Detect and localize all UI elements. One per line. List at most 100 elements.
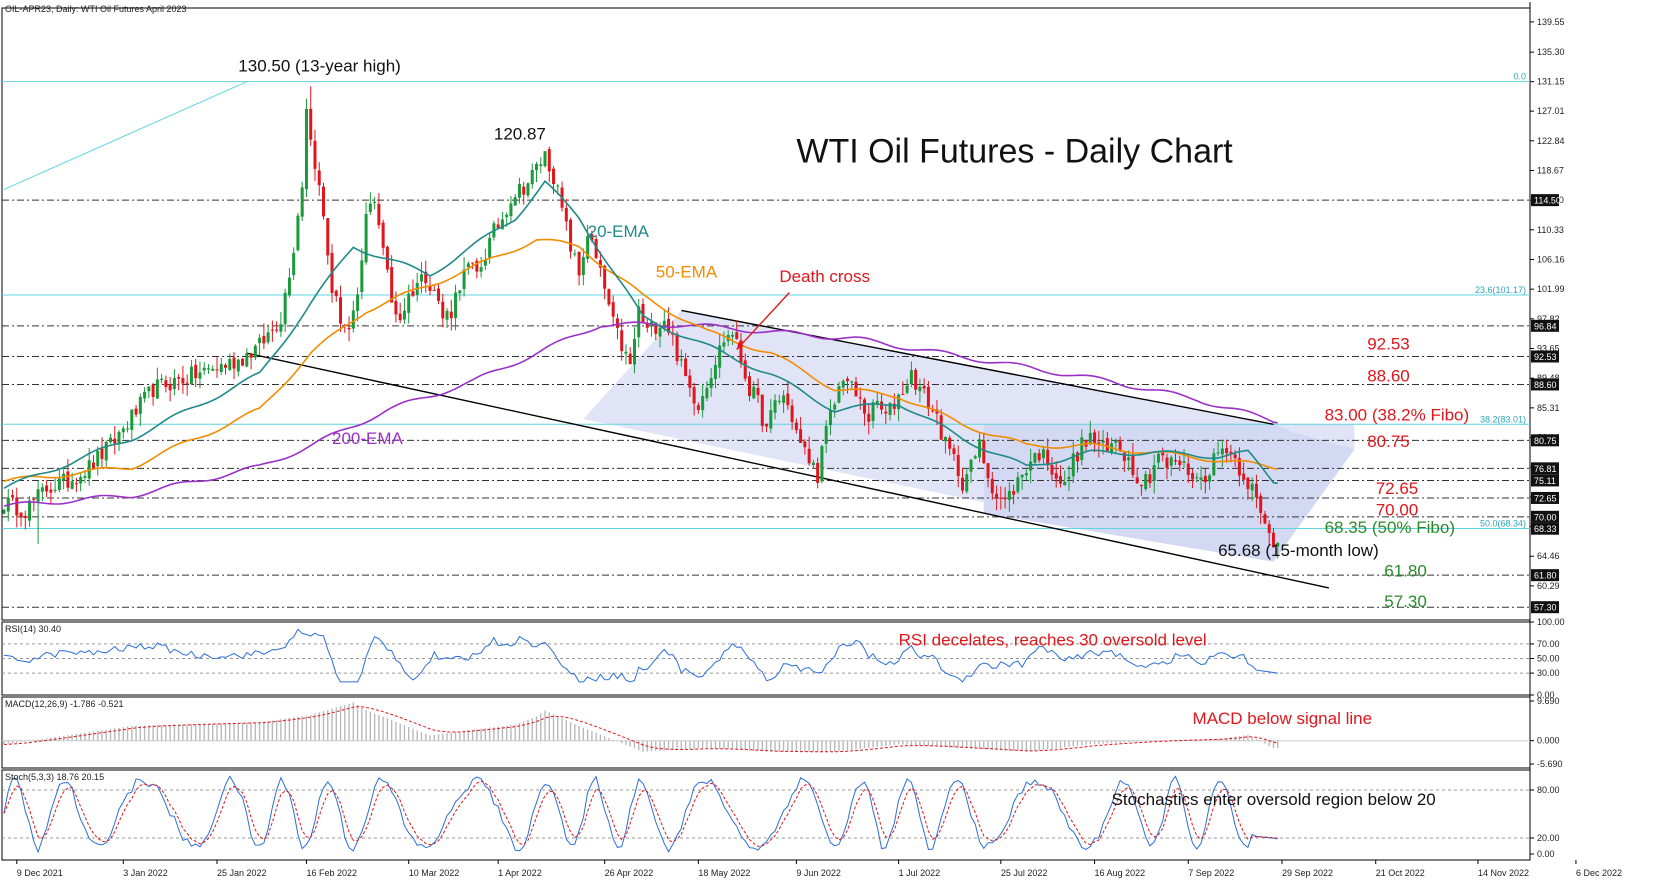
candle xyxy=(74,477,78,493)
candle xyxy=(1067,465,1071,492)
fibo-trend-line xyxy=(3,81,248,190)
candle xyxy=(748,371,751,402)
candle xyxy=(1182,449,1186,468)
price-tag-label: 80.75 xyxy=(1534,436,1557,446)
candle xyxy=(641,298,645,324)
chart-annotation: 200-EMA xyxy=(332,429,404,448)
candle xyxy=(547,146,551,183)
candle xyxy=(743,353,747,382)
candle xyxy=(155,367,159,400)
candle xyxy=(948,435,952,456)
price-tag-label: 72.65 xyxy=(1534,493,1557,503)
rsi-line xyxy=(3,628,1278,683)
x-axis-tick-label: 26 Apr 2022 xyxy=(605,868,654,878)
chart-annotation: 83.00 (38.2% Fibo) xyxy=(1325,406,1470,425)
candle xyxy=(57,470,61,493)
candle xyxy=(961,467,964,494)
candle xyxy=(11,489,15,502)
candle xyxy=(177,373,181,391)
candle xyxy=(522,181,526,205)
candle xyxy=(926,380,930,417)
channel-upper-line xyxy=(681,309,1274,425)
candle xyxy=(2,508,6,515)
candle xyxy=(564,198,568,231)
price-tag xyxy=(1531,319,1559,332)
candle xyxy=(104,440,108,469)
candle xyxy=(535,161,538,183)
candle xyxy=(138,393,142,427)
price-tag xyxy=(1531,510,1559,523)
candle xyxy=(850,380,854,390)
stoch-d-line xyxy=(3,780,1278,847)
price-axis-tick-label: 89.48 xyxy=(1537,373,1560,383)
candle xyxy=(1063,470,1067,486)
rsi-annotation: RSI decelates, reaches 30 oversold level xyxy=(899,630,1207,649)
candle xyxy=(782,390,786,414)
candle xyxy=(91,455,95,469)
candle xyxy=(965,469,969,494)
candle xyxy=(100,437,104,469)
candle xyxy=(607,288,611,307)
candle xyxy=(820,444,824,484)
candle xyxy=(326,218,330,265)
candle xyxy=(603,264,607,300)
stoch-panel xyxy=(1,769,1531,861)
candle xyxy=(415,272,419,302)
price-axis-tick-label: 97.82 xyxy=(1537,314,1560,324)
candle xyxy=(863,397,867,426)
x-axis-tick-label: 1 Jul 2022 xyxy=(899,868,941,878)
price-axis-tick-label: 139.55 xyxy=(1537,17,1565,27)
candle xyxy=(168,376,172,402)
candle xyxy=(824,420,828,453)
candle xyxy=(837,381,841,404)
price-axis-tick-label: 106.16 xyxy=(1537,254,1565,264)
candle xyxy=(620,318,624,361)
candle xyxy=(807,436,811,466)
candle xyxy=(645,317,649,333)
candle xyxy=(1259,492,1263,525)
price-tag-label: 75.11 xyxy=(1534,476,1556,486)
candle xyxy=(530,163,534,189)
candle xyxy=(1037,448,1041,463)
candle xyxy=(241,357,245,367)
candle xyxy=(236,358,240,377)
candle xyxy=(956,445,960,488)
x-axis-tick-label: 9 Dec 2021 xyxy=(17,868,63,878)
candle xyxy=(79,472,83,492)
candle xyxy=(1148,468,1152,488)
stoch-k-line xyxy=(3,775,1278,854)
candle xyxy=(368,192,372,215)
candle xyxy=(1156,451,1160,469)
candle xyxy=(62,466,66,490)
candle xyxy=(424,260,428,293)
candle xyxy=(109,433,112,444)
candle xyxy=(901,381,905,395)
candle xyxy=(1220,439,1224,467)
price-tag-label: 88.60 xyxy=(1534,380,1557,390)
candle xyxy=(292,247,296,280)
candle xyxy=(360,248,364,300)
price-axis-tick-label: 85.31 xyxy=(1537,403,1560,413)
candle xyxy=(569,217,573,259)
candle xyxy=(147,386,151,399)
candle xyxy=(300,181,304,222)
candle xyxy=(151,382,155,406)
candle xyxy=(1195,472,1199,483)
chart-title: WTI Oil Futures - Daily Chart xyxy=(796,132,1233,170)
candle xyxy=(1135,467,1139,484)
candle xyxy=(586,224,590,264)
macd-label: MACD(12,26,9) -1.786 -0.521 xyxy=(5,699,124,709)
candle xyxy=(206,364,210,374)
chart-annotation: Death cross xyxy=(779,267,870,286)
candle xyxy=(909,361,913,388)
candle xyxy=(1127,450,1131,471)
candle xyxy=(760,394,764,433)
candle xyxy=(23,510,27,530)
candle xyxy=(1225,439,1229,463)
macd-signal-line xyxy=(3,706,1278,753)
candle xyxy=(922,378,926,394)
chart-annotation: 68.35 (50% Fibo) xyxy=(1325,518,1455,537)
candle xyxy=(1029,448,1033,484)
fibo-label: 38.2(83.01) xyxy=(1480,414,1526,424)
candle xyxy=(786,380,790,410)
